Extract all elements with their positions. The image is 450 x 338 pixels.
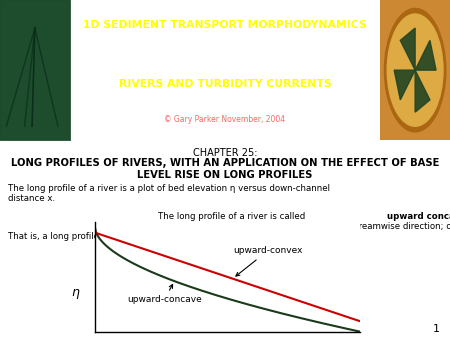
Text: That is, a long profile is upward concave if: That is, a long profile is upward concav… — [8, 232, 190, 241]
Text: upward-convex: upward-convex — [233, 246, 302, 276]
Text: LONG PROFILES OF RIVERS, WITH AN APPLICATION ON THE EFFECT OF BASE: LONG PROFILES OF RIVERS, WITH AN APPLICA… — [11, 158, 439, 168]
Circle shape — [387, 14, 443, 126]
Text: upward concave: upward concave — [387, 212, 450, 221]
Text: with applications to: with applications to — [180, 52, 270, 61]
Polygon shape — [394, 70, 415, 100]
Text: The long profile of a river is a plot of bed elevation η versus down-channel: The long profile of a river is a plot of… — [8, 184, 330, 193]
Polygon shape — [415, 70, 430, 112]
Text: 1: 1 — [433, 324, 440, 334]
Polygon shape — [400, 28, 415, 70]
Text: 1D SEDIMENT TRANSPORT MORPHODYNAMICS: 1D SEDIMENT TRANSPORT MORPHODYNAMICS — [83, 20, 367, 30]
Text: distance x.: distance x. — [8, 194, 55, 203]
Text: decreasing in the streamwise direction; otherwise it is called: decreasing in the streamwise direction; … — [273, 222, 450, 231]
Polygon shape — [415, 40, 436, 70]
Text: LEVEL RISE ON LONG PROFILES: LEVEL RISE ON LONG PROFILES — [137, 170, 313, 180]
Text: $\frac{\partial S}{\partial x}=-\frac{\partial^2\eta}{\partial x^2}<\mathbf{0}$: $\frac{\partial S}{\partial x}=-\frac{\p… — [134, 248, 226, 276]
Text: η: η — [71, 286, 79, 299]
Text: upward-concave: upward-concave — [127, 285, 202, 305]
Text: The long profile of a river is called: The long profile of a river is called — [158, 212, 308, 221]
Text: CHAPTER 25:: CHAPTER 25: — [193, 148, 257, 158]
Circle shape — [384, 8, 446, 132]
Text: © Gary Parker November, 2004: © Gary Parker November, 2004 — [164, 115, 286, 124]
Text: RIVERS AND TURBIDITY CURRENTS: RIVERS AND TURBIDITY CURRENTS — [119, 79, 331, 89]
